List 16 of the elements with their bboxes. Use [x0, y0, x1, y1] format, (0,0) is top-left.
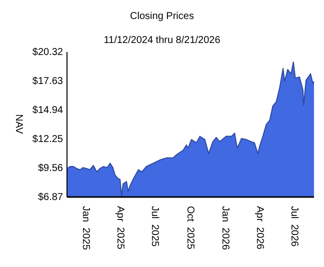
x-tick-label: Jan 2025 [80, 206, 92, 250]
y-tick-label: $17.63 [32, 76, 64, 88]
y-tick-label: $12.25 [32, 134, 64, 146]
y-tick-label: $6.87 [38, 192, 64, 204]
x-tick-label: Jul 2026 [288, 206, 300, 248]
x-tick-label: Apr 2025 [114, 206, 126, 250]
y-axis-title: NAV [13, 114, 24, 134]
chart-subtitle: 11/12/2024 thru 8/21/2026 [104, 35, 221, 46]
x-tick-label: Apr 2026 [254, 206, 265, 250]
chart-title: Closing Prices [130, 11, 194, 22]
x-tick-label: Oct 2025 [184, 206, 196, 250]
x-tick-label: Jan 2026 [219, 206, 230, 250]
y-tick-label: $20.32 [32, 47, 64, 58]
x-tick-label: Jul 2025 [149, 206, 160, 248]
y-tick-label: $14.94 [32, 105, 64, 116]
y-tick-label: $9.56 [38, 163, 64, 174]
